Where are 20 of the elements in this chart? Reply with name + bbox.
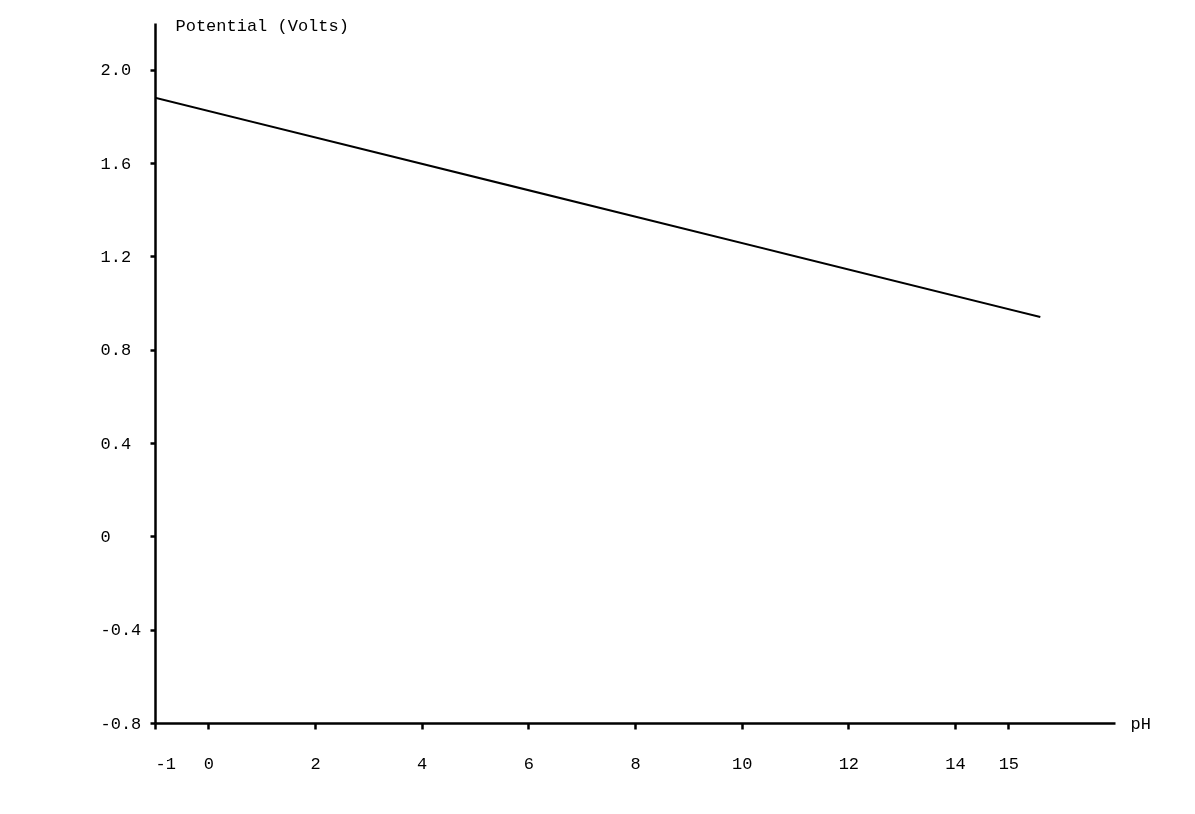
x-tick-label: 2 (310, 754, 321, 774)
y-tick-label: 0.4 (100, 434, 132, 454)
x-tick-label: 4 (417, 754, 428, 774)
y-axis-title: Potential (Volts) (175, 16, 349, 36)
x-tick-label: -1 (155, 754, 176, 774)
y-tick-label: 1.6 (100, 154, 132, 174)
x-tick-label: 12 (838, 754, 860, 774)
y-tick-label: -0.8 (100, 714, 142, 734)
x-tick-label: 14 (945, 754, 966, 774)
y-tick-label: 0 (100, 527, 111, 547)
y-tick-label: 1.2 (100, 247, 132, 267)
x-tick-label: 0 (203, 754, 214, 774)
x-tick-label: 15 (998, 754, 1020, 774)
x-tick-label: 10 (731, 754, 753, 774)
x-axis-title: pH (1130, 714, 1151, 734)
y-tick-label: 0.8 (100, 341, 132, 361)
y-tick-label: 2.0 (100, 61, 132, 81)
y-tick-label: -0.4 (100, 621, 142, 641)
x-tick-label: 6 (523, 754, 534, 774)
x-tick-label: 8 (630, 754, 641, 774)
